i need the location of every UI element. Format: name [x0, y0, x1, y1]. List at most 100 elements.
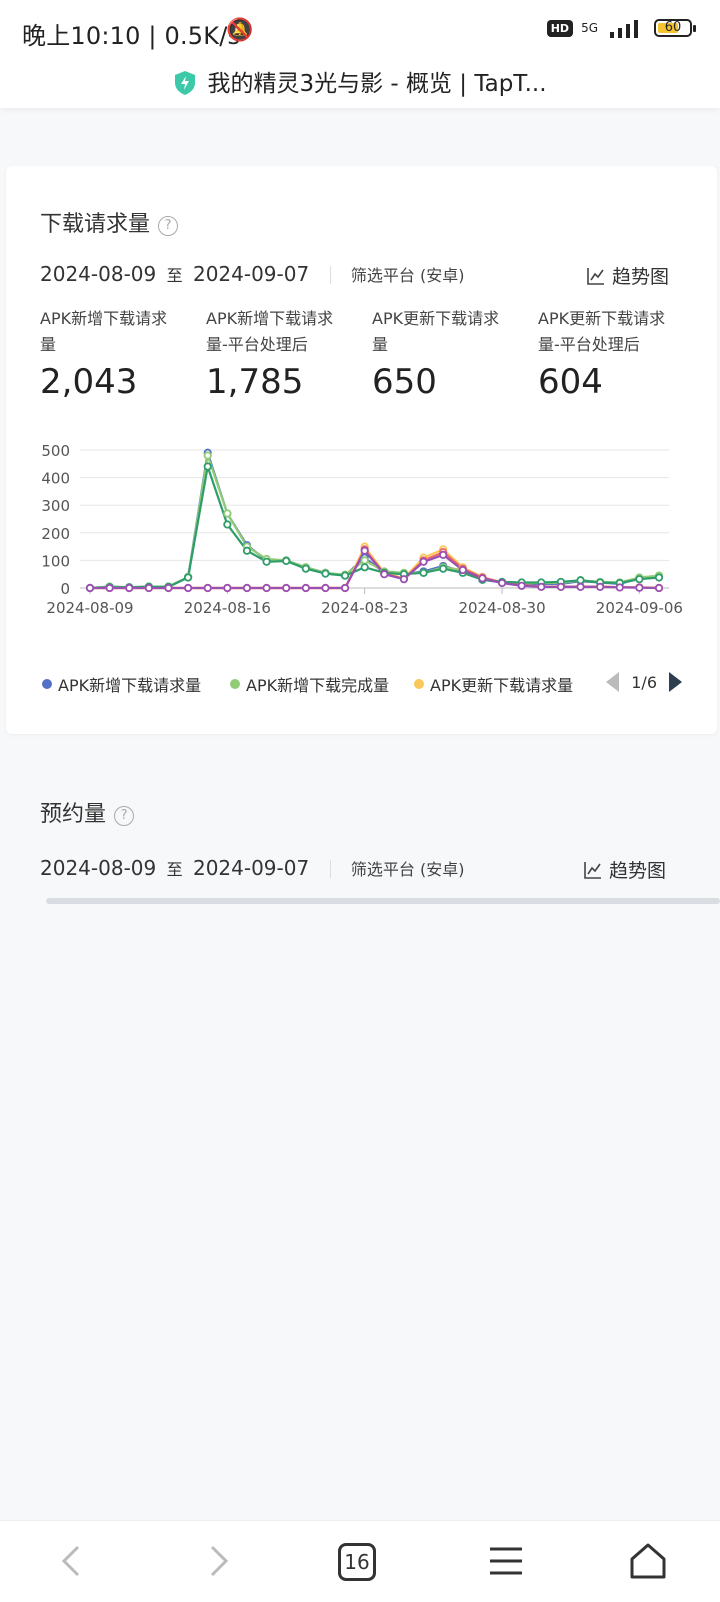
data-point	[380, 570, 389, 579]
platform-filter[interactable]: 筛选平台 (安卓)	[350, 860, 465, 879]
legend-dot	[230, 679, 240, 689]
metric-value: 2,043	[40, 362, 138, 402]
legend-item[interactable]: APK新增下载请求量	[42, 672, 201, 696]
battery-level: 60	[664, 20, 682, 35]
data-point	[615, 583, 624, 592]
x-tick-label: 2024-08-30	[458, 599, 545, 617]
data-point	[478, 574, 487, 583]
data-point	[184, 573, 193, 582]
signal-icon	[610, 20, 638, 38]
metric-label: APK新增下载请求量	[40, 309, 168, 354]
network-label: 5G	[581, 21, 598, 35]
data-point	[340, 583, 350, 593]
data-point	[537, 582, 546, 591]
data-point	[223, 509, 232, 518]
next-page-icon[interactable]	[669, 672, 682, 692]
shield-bolt-icon	[175, 71, 196, 95]
date-to: 至	[166, 266, 183, 285]
y-tick-label: 100	[41, 552, 70, 570]
help-icon[interactable]: ?	[114, 806, 135, 826]
data-point	[242, 546, 252, 555]
tabs-count: 16	[344, 1550, 370, 1574]
home-icon[interactable]	[626, 1539, 670, 1583]
data-point	[654, 583, 664, 593]
metric-apk-update-requests-processed: APK更新下载请求 量-平台处理后 604	[538, 306, 698, 402]
card-title: 下载请求量?	[40, 206, 179, 238]
data-point	[105, 583, 114, 593]
x-tick-label: 2024-09-06	[596, 599, 683, 617]
data-point	[439, 564, 448, 573]
data-point	[262, 583, 271, 593]
date-range-row[interactable]: 2024-08-09 至 2024-09-07 筛选平台 (安卓)	[40, 262, 465, 286]
browser-top-bar: 晚上10:10 | 0.5K/s 🔕 HD 5G 60 我的精灵3光与影 - 概…	[0, 0, 720, 108]
data-point	[458, 565, 467, 575]
battery-icon: 60	[654, 19, 696, 37]
data-point	[439, 550, 448, 559]
card-title-text: 下载请求量	[40, 212, 151, 237]
metric-value: 604	[538, 362, 603, 402]
data-point	[125, 583, 134, 593]
menu-icon[interactable]	[484, 1539, 528, 1583]
legend-label: APK新增下载请求量	[58, 676, 202, 695]
trend-label: 趋势图	[608, 860, 666, 882]
data-point	[596, 582, 605, 591]
status-right: HD 5G 60	[546, 18, 696, 38]
x-tick-label: 2024-08-23	[321, 599, 408, 617]
y-tick-label: 500	[41, 442, 70, 460]
x-tick-label: 2024-08-16	[184, 599, 271, 617]
data-point	[301, 564, 310, 573]
forward-icon[interactable]	[196, 1539, 240, 1583]
horizontal-scrollbar[interactable]	[46, 898, 720, 904]
line-chart-icon	[584, 861, 601, 879]
divider	[329, 860, 331, 878]
help-icon[interactable]: ?	[158, 216, 179, 236]
y-tick-label: 300	[41, 497, 70, 515]
metric-apk-new-requests-processed: APK新增下载请求 量-平台处理后 1,785	[206, 306, 366, 402]
data-point	[497, 578, 507, 588]
back-icon[interactable]	[50, 1539, 94, 1583]
hd-icon: HD	[546, 19, 574, 37]
reservation-date-range[interactable]: 2024-08-09 至 2024-09-07 筛选平台 (安卓)	[40, 856, 465, 880]
platform-filter[interactable]: 筛选平台 (安卓)	[350, 266, 465, 285]
metric-label: APK更新下载请求量	[372, 309, 500, 354]
metric-label: APK更新下载请求 量-平台处理后	[538, 309, 666, 354]
legend-item[interactable]: APK新增下载完成量	[230, 672, 389, 696]
trend-label: 趋势图	[611, 266, 669, 288]
x-tick-label: 2024-08-09	[46, 599, 133, 617]
legend-dot	[414, 679, 424, 689]
y-tick-label: 400	[41, 470, 70, 488]
data-point	[203, 583, 212, 593]
metric-apk-new-requests: APK新增下载请求量 2,043	[40, 306, 200, 402]
browser-bottom-nav: 16	[0, 1520, 720, 1602]
date-end: 2024-09-07	[192, 856, 310, 880]
data-point	[654, 573, 664, 582]
legend-dot	[42, 679, 52, 689]
data-point	[144, 583, 153, 593]
data-point	[282, 556, 291, 566]
trend-chart-button[interactable]: 趋势图	[586, 262, 669, 289]
y-tick-label: 200	[41, 525, 70, 543]
series-line	[89, 451, 660, 590]
pager-text: 1/6	[631, 672, 657, 692]
reservation-trend-button[interactable]: 趋势图	[583, 856, 666, 883]
data-point	[242, 583, 252, 593]
legend-item[interactable]: APK更新下载请求量	[414, 672, 573, 696]
data-point	[203, 451, 212, 460]
tabs-button[interactable]: 16	[338, 1543, 376, 1581]
data-point	[635, 583, 644, 592]
data-point	[164, 583, 173, 593]
series-line	[89, 465, 660, 590]
prev-page-icon[interactable]	[606, 672, 620, 692]
reservation-title-text: 预约量	[40, 802, 107, 827]
data-point	[360, 556, 369, 565]
page-title: 我的精灵3光与影 - 概览 | TapT...	[207, 71, 547, 97]
metric-value: 1,785	[206, 362, 304, 402]
reservation-title: 预约量?	[40, 796, 135, 828]
legend-label: APK更新下载请求量	[430, 676, 574, 695]
data-point	[517, 581, 526, 590]
series-line	[89, 454, 660, 590]
status-time-speed: 晚上10:10 | 0.5K/s	[22, 22, 241, 50]
data-point	[282, 583, 291, 593]
data-point	[635, 575, 644, 584]
data-point	[399, 575, 409, 584]
